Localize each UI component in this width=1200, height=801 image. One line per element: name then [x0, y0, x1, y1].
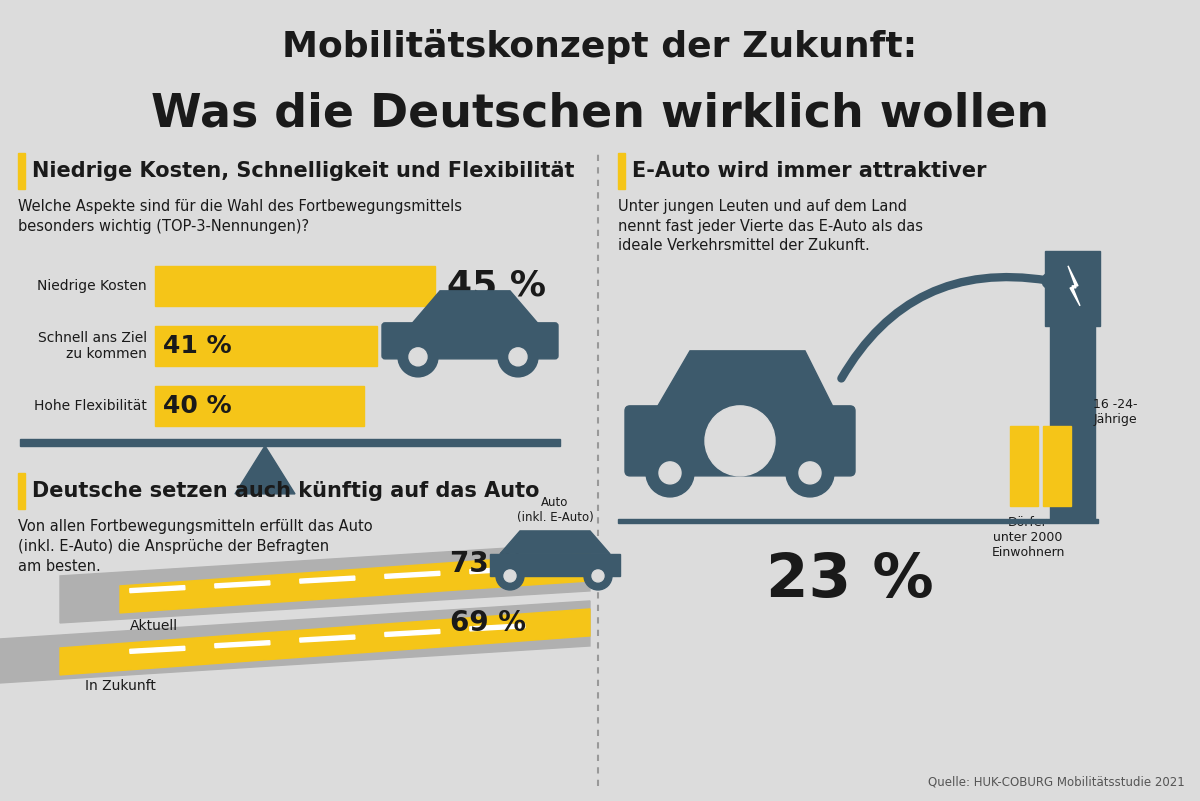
Text: Mobilitätskonzept der Zukunft:: Mobilitätskonzept der Zukunft: — [282, 29, 918, 64]
Bar — [18, 473, 25, 509]
Circle shape — [1042, 273, 1058, 289]
Text: Dörfer
unter 2000
Einwohnern: Dörfer unter 2000 Einwohnern — [991, 516, 1064, 559]
Text: Niedrige Kosten, Schnelligkeit und Flexibilität: Niedrige Kosten, Schnelligkeit und Flexi… — [32, 161, 575, 181]
Text: Auto
(inkl. E-Auto): Auto (inkl. E-Auto) — [517, 496, 593, 524]
Polygon shape — [60, 543, 590, 623]
Text: In Zukunft: In Zukunft — [85, 679, 156, 693]
Circle shape — [592, 570, 604, 582]
Bar — [618, 153, 625, 189]
Text: 73 %: 73 % — [450, 550, 526, 578]
Text: 41 %: 41 % — [163, 334, 232, 358]
Text: Welche Aspekte sind für die Wahl des Fortbewegungsmittels
besonders wichtig (TOP: Welche Aspekte sind für die Wahl des For… — [18, 199, 462, 234]
Circle shape — [799, 462, 821, 484]
Text: 45 %: 45 % — [446, 269, 546, 303]
Text: Aktuell: Aktuell — [130, 619, 178, 633]
Bar — [640, 411, 840, 471]
Bar — [215, 581, 270, 588]
Polygon shape — [655, 351, 835, 411]
Text: Quelle: HUK-COBURG Mobilitätsstudie 2021: Quelle: HUK-COBURG Mobilitätsstudie 2021 — [929, 776, 1186, 789]
Text: Schnell ans Ziel
zu kommen: Schnell ans Ziel zu kommen — [38, 331, 148, 361]
Polygon shape — [1068, 266, 1080, 306]
Circle shape — [496, 562, 524, 590]
Text: Von allen Fortbewegungsmitteln erfüllt das Auto
(inkl. E-Auto) die Ansprüche der: Von allen Fortbewegungsmitteln erfüllt d… — [18, 519, 373, 574]
Circle shape — [509, 348, 527, 366]
Text: 23 %: 23 % — [766, 551, 934, 610]
Text: Unter jungen Leuten und auf dem Land
nennt fast jeder Vierte das E-Auto als das
: Unter jungen Leuten und auf dem Land nen… — [618, 199, 923, 253]
Text: E-Auto wird immer attraktiver: E-Auto wird immer attraktiver — [632, 161, 986, 181]
Bar — [130, 586, 185, 593]
Bar — [469, 566, 524, 574]
Bar — [300, 576, 355, 583]
Text: 40 %: 40 % — [163, 394, 232, 418]
Bar — [215, 641, 270, 648]
Polygon shape — [60, 609, 590, 675]
Circle shape — [498, 337, 538, 376]
Text: Was die Deutschen wirklich wollen: Was die Deutschen wirklich wollen — [151, 91, 1049, 136]
Polygon shape — [120, 553, 590, 613]
Bar — [18, 153, 25, 189]
Circle shape — [398, 337, 438, 376]
Bar — [20, 439, 560, 446]
Circle shape — [659, 462, 682, 484]
Text: Niedrige Kosten: Niedrige Kosten — [37, 279, 148, 293]
Bar — [155, 326, 377, 366]
Text: Hohe Flexibilität: Hohe Flexibilität — [34, 399, 148, 413]
Polygon shape — [235, 446, 295, 494]
Bar — [385, 571, 440, 578]
Bar — [390, 326, 550, 356]
Polygon shape — [410, 291, 540, 326]
Bar — [469, 624, 524, 631]
FancyBboxPatch shape — [382, 323, 558, 359]
Circle shape — [409, 348, 427, 366]
Bar — [385, 630, 440, 637]
Text: 69 %: 69 % — [450, 609, 526, 637]
Text: 16 -24-
Jährige: 16 -24- Jährige — [1093, 398, 1138, 426]
Bar — [155, 266, 436, 306]
Bar — [1043, 426, 1072, 506]
Bar — [155, 386, 364, 426]
Circle shape — [646, 449, 694, 497]
Bar — [1050, 301, 1096, 521]
Bar — [618, 519, 1098, 523]
Bar — [1010, 426, 1038, 506]
FancyBboxPatch shape — [625, 406, 854, 476]
Bar — [300, 635, 355, 642]
Bar — [130, 646, 185, 654]
Polygon shape — [500, 531, 610, 554]
Text: Deutsche setzen auch künftig auf das Auto: Deutsche setzen auch künftig auf das Aut… — [32, 481, 540, 501]
Bar — [490, 554, 620, 576]
Circle shape — [504, 570, 516, 582]
Circle shape — [706, 406, 775, 476]
Bar — [1045, 251, 1100, 326]
Circle shape — [584, 562, 612, 590]
Polygon shape — [0, 601, 590, 683]
Circle shape — [786, 449, 834, 497]
